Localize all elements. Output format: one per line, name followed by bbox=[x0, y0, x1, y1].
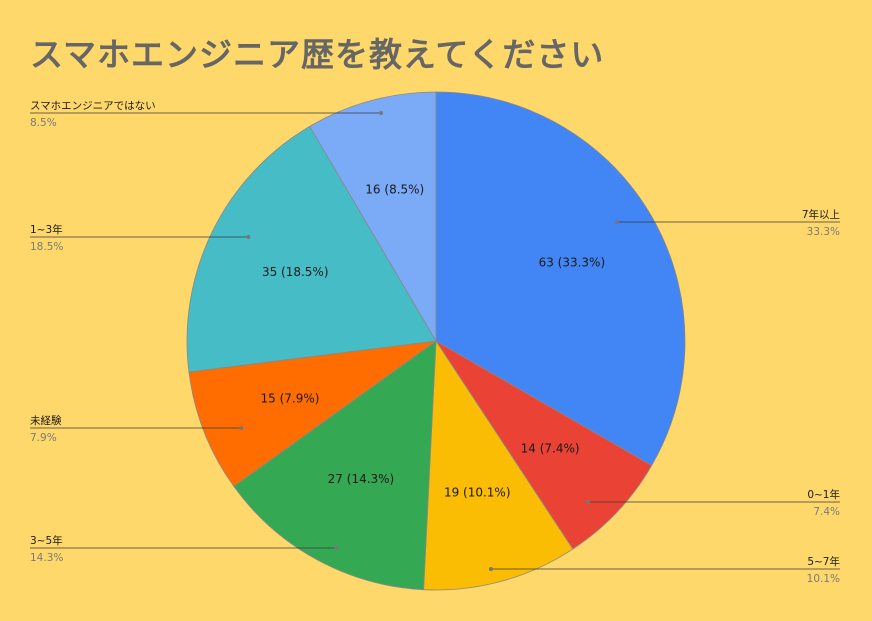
legend-label: 0~1年 bbox=[807, 488, 840, 501]
slice-value-label: 19 (10.1%) bbox=[444, 485, 511, 499]
legend-label: スマホエンジニアではない bbox=[30, 100, 156, 112]
leader-dot bbox=[246, 235, 251, 239]
slice-value-label: 15 (7.9%) bbox=[261, 391, 320, 405]
slice-value-label: 14 (7.4%) bbox=[521, 442, 580, 456]
slice-value-label: 16 (8.5%) bbox=[365, 183, 424, 197]
legend-label: 5~7年 bbox=[807, 555, 840, 568]
pie-slice-2 bbox=[423, 339, 574, 591]
pie-slice-0 bbox=[435, 91, 686, 467]
pie-slice-5 bbox=[186, 125, 437, 373]
pie-slice-1 bbox=[435, 340, 653, 550]
legend-percent: 8.5% bbox=[30, 117, 57, 129]
slice-value-label: 27 (14.3%) bbox=[328, 472, 395, 486]
chart-title: スマホエンジニア歴を教えてください bbox=[30, 35, 605, 74]
leader-dot bbox=[333, 546, 338, 550]
leader-dot bbox=[586, 500, 591, 504]
legend-percent: 18.5% bbox=[30, 241, 63, 253]
legend-label: 7年以上 bbox=[802, 208, 840, 221]
legend-label: 1~3年 bbox=[30, 223, 63, 236]
legend-percent: 7.4% bbox=[813, 506, 840, 518]
leader-dot bbox=[615, 220, 620, 224]
leader-dot bbox=[239, 426, 244, 430]
legend-label: 未経験 bbox=[30, 414, 62, 427]
leader-dot bbox=[379, 111, 384, 115]
legend-label: 3~5年 bbox=[30, 534, 63, 547]
legend-percent: 10.1% bbox=[807, 573, 840, 585]
legend-percent: 33.3% bbox=[807, 226, 840, 238]
legend-percent: 7.9% bbox=[30, 432, 57, 444]
leader-dot bbox=[488, 567, 493, 571]
pie-slice-3 bbox=[233, 340, 437, 591]
pie-slice-6 bbox=[309, 91, 437, 343]
slice-value-label: 35 (18.5%) bbox=[262, 265, 329, 279]
slice-value-label: 63 (33.3%) bbox=[539, 256, 606, 270]
legend-percent: 14.3% bbox=[30, 552, 63, 564]
pie-slice-4 bbox=[188, 340, 437, 487]
